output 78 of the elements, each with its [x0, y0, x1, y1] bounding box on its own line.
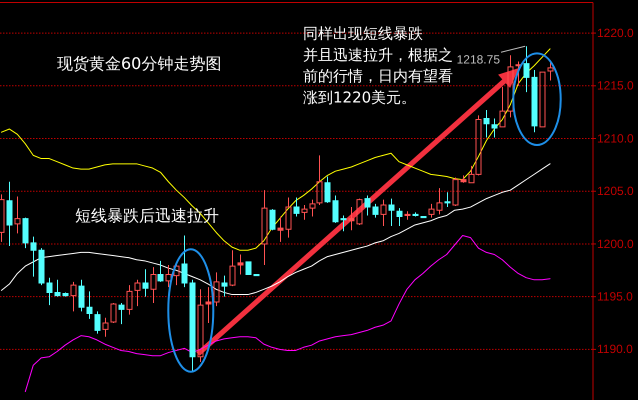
candlestick	[302, 204, 308, 220]
candlestick	[412, 212, 418, 218]
y-tick-label: 1200.0	[597, 236, 634, 251]
candlestick	[500, 86, 506, 128]
candlestick	[548, 62, 554, 82]
candlestick	[372, 203, 378, 218]
y-tick-label: 1210.0	[597, 131, 634, 146]
candlestick	[46, 277, 52, 306]
candlestick	[310, 199, 316, 218]
candlestick	[516, 61, 522, 86]
candlestick	[356, 198, 362, 226]
y-tick-label: 1220.0	[597, 26, 634, 40]
y-tick-label: 1190.0	[597, 342, 634, 356]
candlestick	[396, 208, 402, 227]
candlestick	[206, 286, 212, 324]
candlestick	[70, 281, 76, 312]
candlestick	[436, 188, 442, 215]
candlestick	[134, 279, 140, 307]
candlestick	[102, 317, 108, 338]
candlestick	[444, 192, 450, 208]
annotation: 1218.75	[456, 52, 500, 66]
candlestick	[460, 174, 466, 184]
candlestick	[286, 197, 292, 238]
candlestick	[404, 210, 410, 220]
y-tick-label: 1215.0	[597, 78, 634, 93]
candlestick	[166, 264, 172, 288]
candlestick	[190, 279, 196, 372]
candlestick	[492, 118, 498, 138]
candlestick	[316, 154, 322, 206]
candlestick	[238, 254, 244, 276]
candlestick	[222, 275, 228, 298]
annotation: 同样出现短线暴跌	[303, 24, 423, 42]
candlestick	[388, 198, 394, 227]
candlestick	[428, 203, 434, 218]
candlestick	[214, 272, 220, 307]
candlestick	[14, 196, 20, 234]
candlestick	[348, 206, 354, 231]
candlestick	[364, 194, 370, 216]
annotation: 短线暴跌后迅速拉升	[75, 206, 219, 225]
candlestick	[126, 284, 132, 316]
candlestick	[324, 176, 330, 204]
candlestick	[110, 302, 116, 324]
candlestick	[54, 279, 60, 298]
candlestick	[6, 181, 12, 247]
candlestick	[94, 310, 100, 334]
candlestick	[182, 235, 188, 288]
candlestick	[278, 216, 284, 242]
candlestick	[78, 279, 84, 312]
candlestick	[230, 250, 236, 287]
candlestick	[150, 266, 156, 304]
candlestick	[524, 46, 530, 93]
candlestick	[540, 72, 546, 128]
y-tick-label: 1195.0	[597, 290, 634, 304]
candlestick	[270, 208, 276, 231]
candlestick	[294, 197, 300, 218]
text: 现货黄金60分钟走势图	[57, 54, 222, 73]
candlestick	[118, 302, 124, 325]
candlestick	[380, 199, 386, 227]
candlestick	[332, 194, 338, 224]
candlestick	[198, 288, 204, 363]
line-series	[24, 235, 551, 392]
candlestick	[246, 261, 252, 276]
candlestick	[340, 214, 346, 232]
candlestick	[38, 248, 44, 286]
candlestick	[532, 69, 538, 133]
candlestick	[86, 290, 92, 320]
candlestick	[158, 260, 164, 282]
candlestick	[30, 236, 36, 278]
line-series	[0, 48, 551, 251]
annotation: 并且迅速拉升，根据之前的行情，日内有望看涨到1220美元。	[303, 46, 453, 106]
candlestick	[62, 292, 68, 298]
candlestick	[484, 110, 490, 138]
candlestick	[452, 177, 458, 206]
y-tick-label: 1205.0	[597, 184, 634, 198]
candlestick	[142, 268, 148, 298]
line-series	[0, 163, 551, 296]
candlestick	[262, 190, 268, 266]
candlestick	[22, 217, 28, 249]
